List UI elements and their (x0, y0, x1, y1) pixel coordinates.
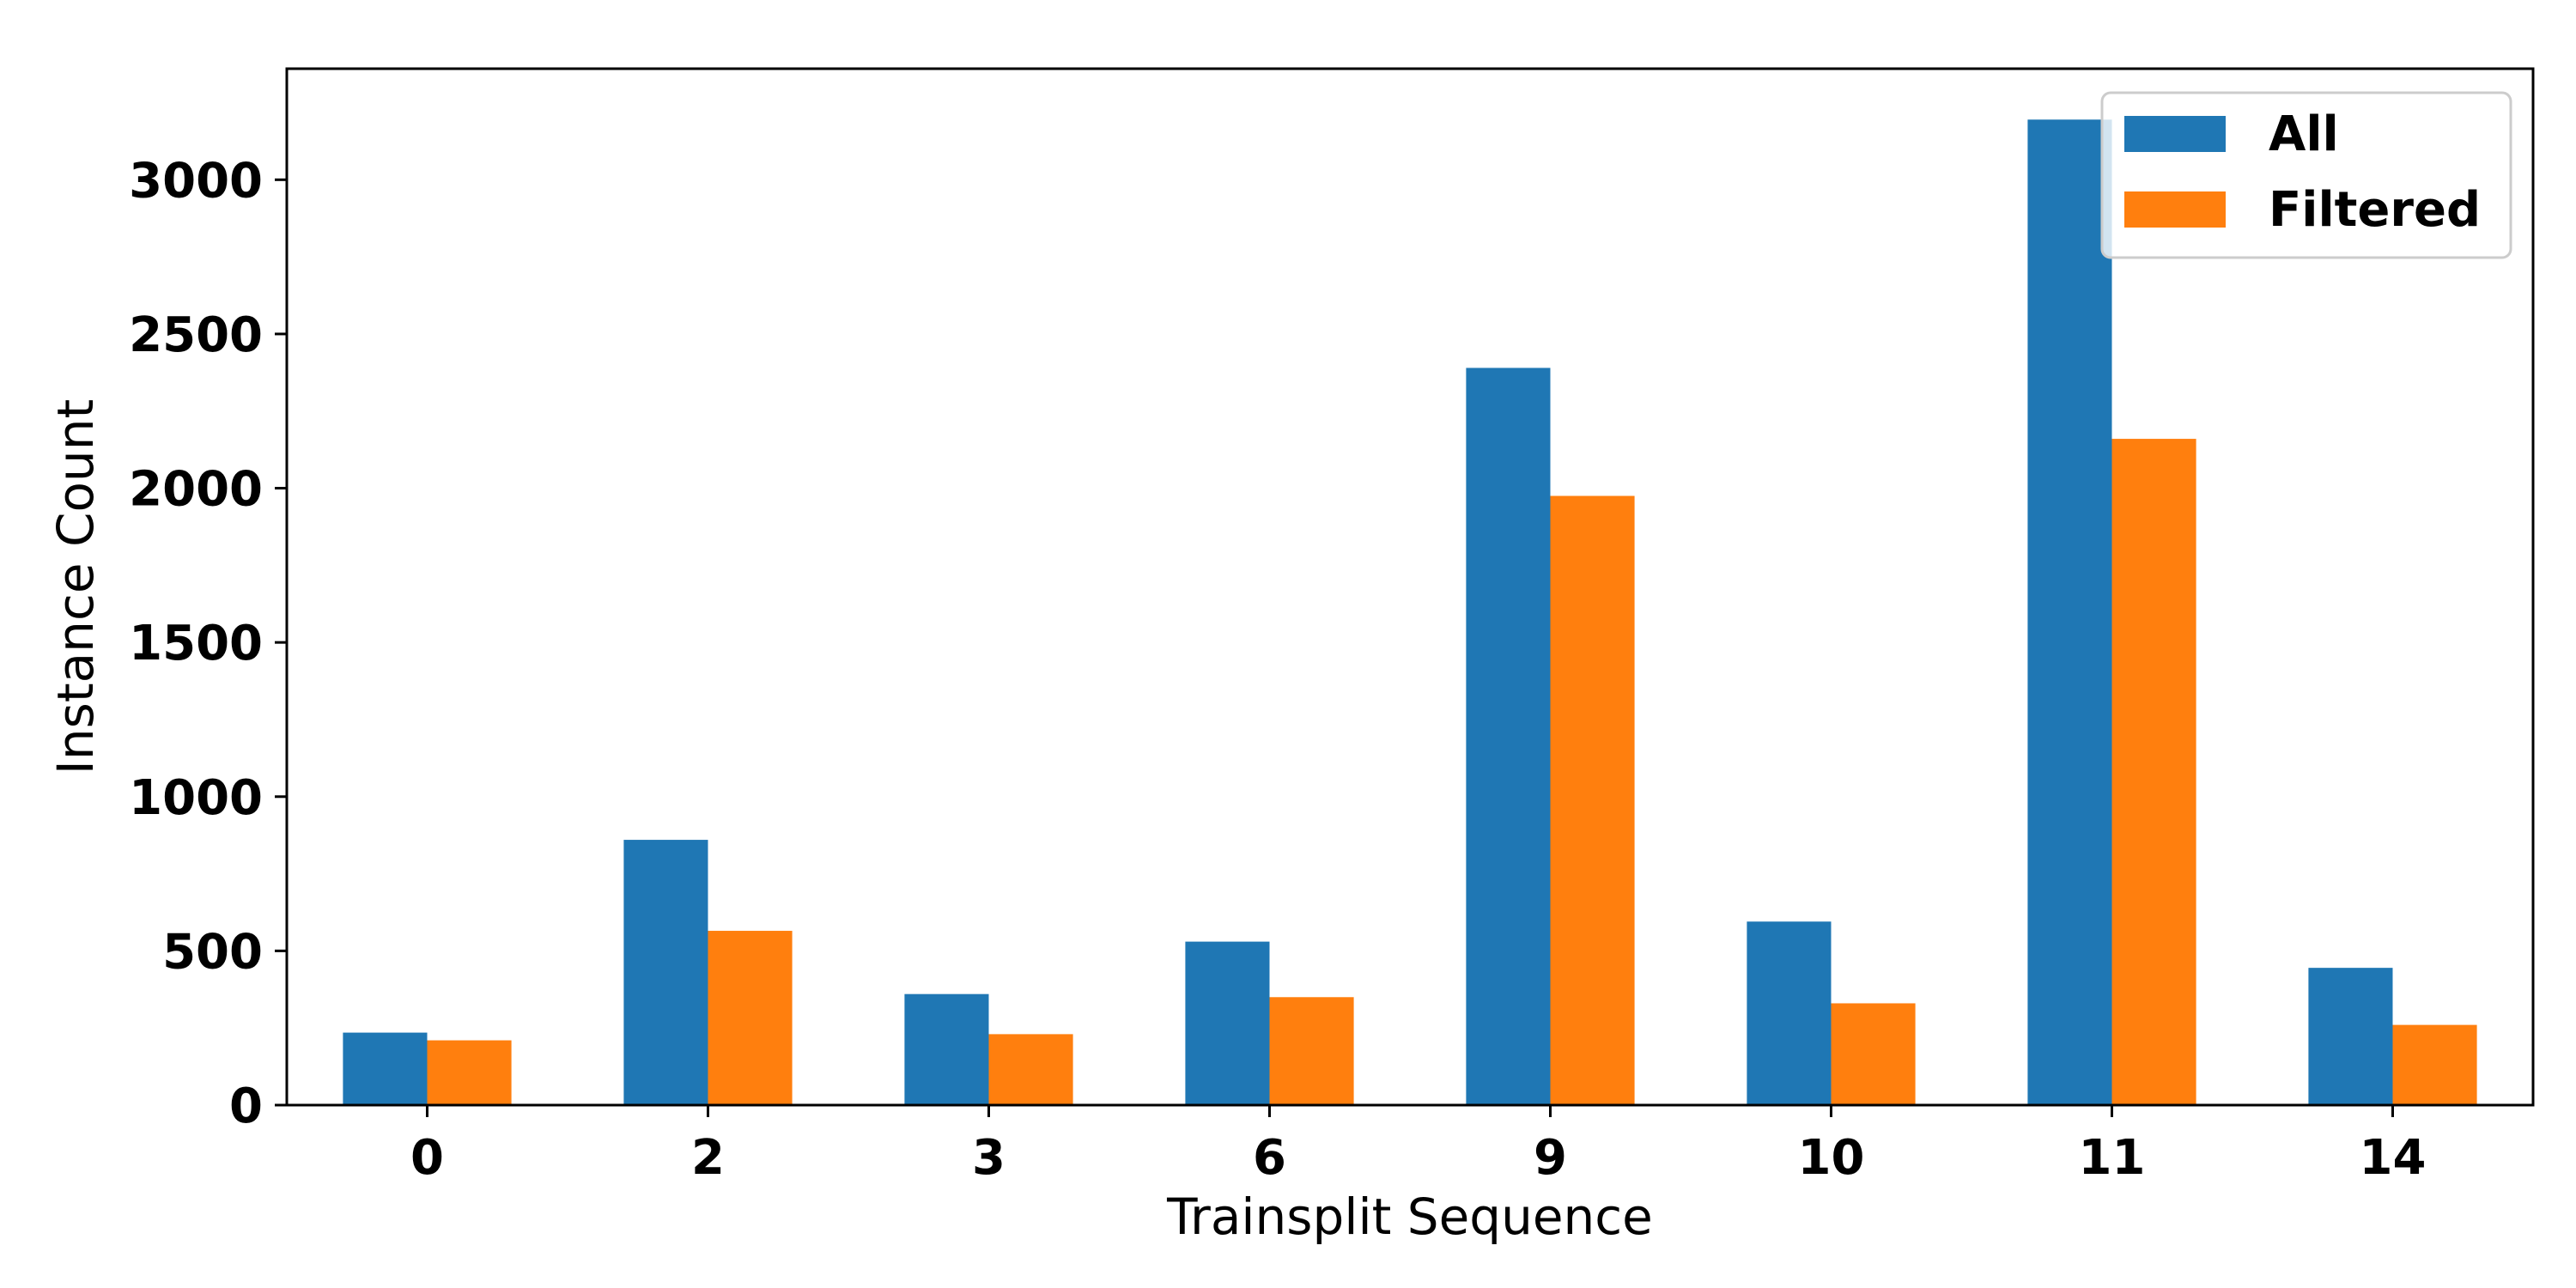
x-tick-label: 3 (972, 1130, 1005, 1186)
bar-all-9 (1466, 368, 1551, 1105)
bar-all-2 (623, 840, 708, 1105)
y-axis-label: Instance Count (46, 399, 105, 775)
x-axis-label: Trainsplit Sequence (1166, 1188, 1653, 1246)
x-tick-label: 11 (2079, 1130, 2146, 1186)
bar-filtered-9 (1550, 495, 1635, 1105)
bar-all-6 (1185, 941, 1270, 1105)
legend-swatch-all (2124, 116, 2226, 152)
bar-filtered-0 (427, 1040, 512, 1105)
bar-filtered-2 (708, 931, 793, 1105)
plot-frame (285, 67, 2535, 1107)
bar-filtered-6 (1269, 997, 1354, 1105)
bar-all-3 (904, 993, 989, 1105)
bar-filtered-3 (988, 1034, 1073, 1105)
legend-label-all: All (2269, 106, 2339, 162)
legend: All Filtered (2100, 91, 2512, 259)
x-tick-label: 9 (1534, 1130, 1567, 1186)
y-tick-label: 1500 (129, 616, 263, 671)
y-tick-label: 500 (162, 924, 263, 980)
bar-all-10 (1747, 921, 1832, 1105)
x-tick-label: 14 (2360, 1130, 2427, 1186)
bar-filtered-11 (2111, 439, 2196, 1106)
legend-label-filtered: Filtered (2269, 182, 2481, 238)
bar-all-0 (343, 1032, 428, 1105)
bar-filtered-10 (1831, 1003, 1916, 1105)
bars-layer (343, 119, 2477, 1106)
y-tick-label: 0 (229, 1078, 263, 1134)
y-tick-label: 2500 (129, 307, 263, 363)
x-tick-label: 2 (691, 1130, 725, 1186)
legend-swatch-filtered (2124, 191, 2226, 228)
x-tick-label: 10 (1798, 1130, 1865, 1186)
x-tick-label: 0 (410, 1130, 444, 1186)
bar-filtered-14 (2392, 1024, 2477, 1105)
y-axis-ticks: 0 500 1000 1500 2000 2500 3000 (129, 153, 287, 1134)
y-tick-label: 2000 (129, 462, 263, 518)
bar-all-14 (2308, 968, 2393, 1105)
y-tick-label: 1000 (129, 770, 263, 826)
x-tick-label: 6 (1253, 1130, 1286, 1186)
bar-all-11 (2027, 119, 2112, 1105)
y-tick-label: 3000 (129, 153, 263, 209)
x-axis-ticks: 0 2 3 6 9 10 11 14 (410, 1105, 2426, 1186)
